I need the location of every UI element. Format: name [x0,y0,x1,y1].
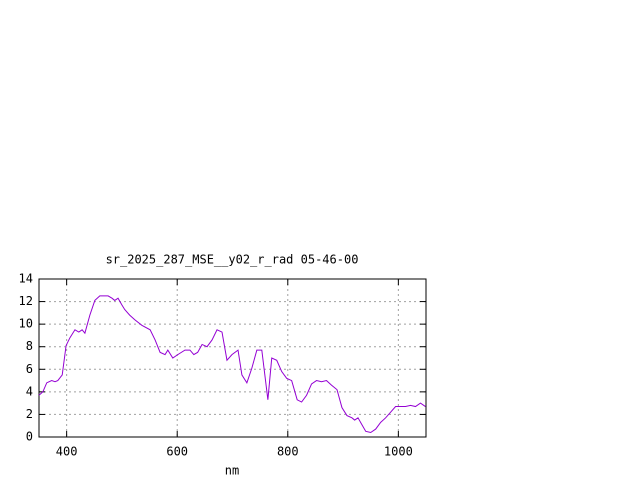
data-line [38,295,426,434]
y-tick-label: 10 [19,317,33,331]
y-tick-label: 14 [19,272,33,286]
y-tick-label: 2 [26,407,33,421]
chart-title: sr_2025_287_MSE__y02_r_rad 05-46-00 [106,253,359,267]
x-axis-label: nm [225,464,239,478]
y-tick-label: 6 [26,362,33,376]
y-tick-label: 4 [26,384,33,398]
y-tick-label: 0 [26,430,33,444]
x-tick-label: 1000 [384,445,413,459]
x-tick-label: 400 [56,445,78,459]
x-tick-label: 800 [277,445,299,459]
y-tick-label: 12 [19,294,33,308]
x-tick-label: 600 [166,445,188,459]
y-tick-label: 8 [26,339,33,353]
plot-frame [38,278,427,438]
